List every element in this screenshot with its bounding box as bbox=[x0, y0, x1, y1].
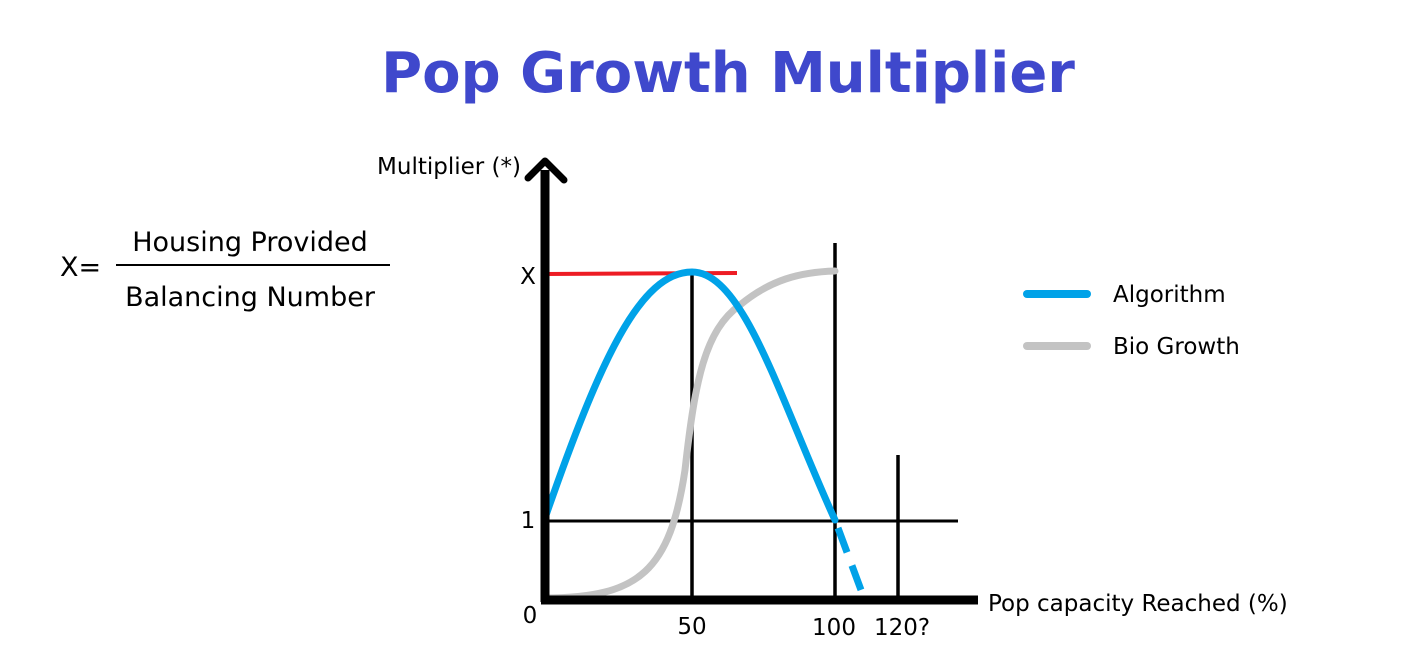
chart-title: Pop Growth Multiplier bbox=[381, 41, 1075, 106]
x-tick-label-120: 120? bbox=[874, 615, 930, 641]
y-tick-label-0: 0 bbox=[523, 603, 538, 629]
formula-lhs: X= bbox=[60, 252, 101, 283]
x-axis-label: Pop capacity Reached (%) bbox=[988, 591, 1288, 617]
series-line-algorithm bbox=[541, 268, 839, 524]
legend-label-algorithm: Algorithm bbox=[1113, 282, 1226, 308]
x-tick-label-100: 100 bbox=[812, 615, 856, 641]
series-line-bio-growth bbox=[541, 267, 839, 602]
formula: X= Housing Provided Balancing Number bbox=[60, 227, 390, 313]
legend-label-bio-growth: Bio Growth bbox=[1113, 334, 1240, 360]
x-tick-label-50: 50 bbox=[677, 614, 706, 640]
y-axis-label: Multiplier (*) bbox=[377, 154, 521, 180]
y-tick-label-x: X bbox=[520, 264, 536, 290]
axes bbox=[524, 157, 978, 605]
formula-denominator: Balancing Number bbox=[125, 282, 376, 313]
formula-numerator: Housing Provided bbox=[132, 227, 368, 258]
series-layer bbox=[541, 267, 868, 602]
legend: Algorithm Bio Growth bbox=[1023, 282, 1240, 360]
series-line-algorithm-extension bbox=[834, 526, 868, 600]
y-axis-arrowhead bbox=[524, 157, 568, 184]
y-tick-label-1: 1 bbox=[521, 508, 536, 534]
